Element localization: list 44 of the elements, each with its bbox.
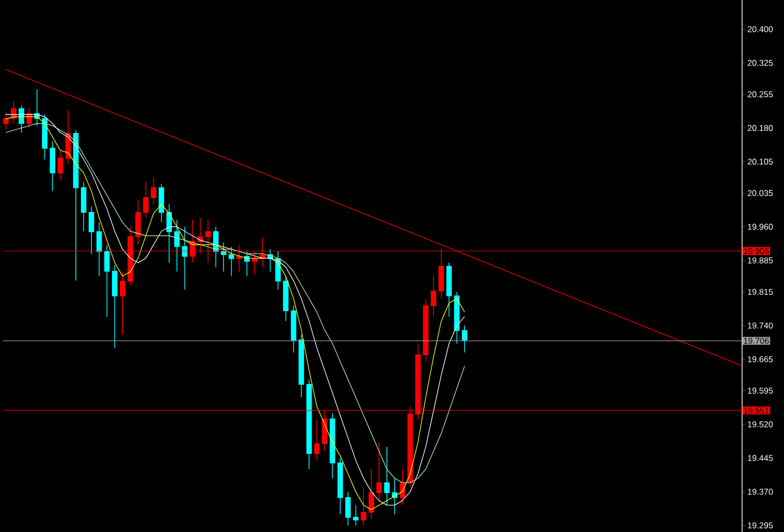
candlestick xyxy=(88,206,94,254)
y-tick-label: 19.520 xyxy=(748,421,773,428)
y-tick-label: 19.595 xyxy=(748,388,773,394)
candlestick xyxy=(96,222,102,277)
ref-line-label: 19.551 xyxy=(744,407,769,414)
candlestick xyxy=(368,468,374,519)
ref-line-label: 19.706 xyxy=(744,338,769,344)
candlestick xyxy=(182,226,188,290)
y-tick-label: 19.370 xyxy=(748,488,773,495)
candlestick xyxy=(345,491,351,526)
candlestick xyxy=(353,504,358,526)
candlestick xyxy=(430,276,436,317)
y-tick-label: 19.445 xyxy=(748,454,773,461)
candlestick xyxy=(120,271,126,335)
candlestick xyxy=(462,325,468,353)
y-tick-label: 19.885 xyxy=(748,257,773,264)
y-tick-label: 19.665 xyxy=(748,356,773,362)
candlestick xyxy=(400,468,406,506)
candlestick xyxy=(104,244,110,317)
ref-line-label: 19.906 xyxy=(744,248,769,254)
candlestick xyxy=(150,176,156,205)
y-tick-label: 20.105 xyxy=(748,158,773,165)
candlestick xyxy=(384,446,390,506)
candlestick xyxy=(3,112,9,131)
candlestick xyxy=(143,181,149,218)
candlestick xyxy=(392,478,398,514)
y-tick-label: 20.035 xyxy=(748,190,773,196)
candlestick xyxy=(58,150,64,180)
candlestick xyxy=(18,105,24,133)
y-tick-label: 19.295 xyxy=(748,522,773,528)
y-tick-label: 19.960 xyxy=(748,224,773,230)
y-tick-label: 19.740 xyxy=(748,322,773,328)
candlestick xyxy=(314,419,320,461)
y-tick-label: 20.180 xyxy=(748,124,773,131)
candlestick xyxy=(166,204,172,264)
candlestick xyxy=(220,242,226,272)
candlestick xyxy=(376,442,382,502)
candlestick xyxy=(228,246,234,277)
candlestick xyxy=(174,220,180,272)
y-tick-label: 20.400 xyxy=(748,26,773,32)
y-tick-label: 20.255 xyxy=(748,91,773,98)
y-tick-label: 20.325 xyxy=(748,60,773,66)
y-tick-label: 19.815 xyxy=(748,288,773,295)
candlestick xyxy=(360,486,366,526)
